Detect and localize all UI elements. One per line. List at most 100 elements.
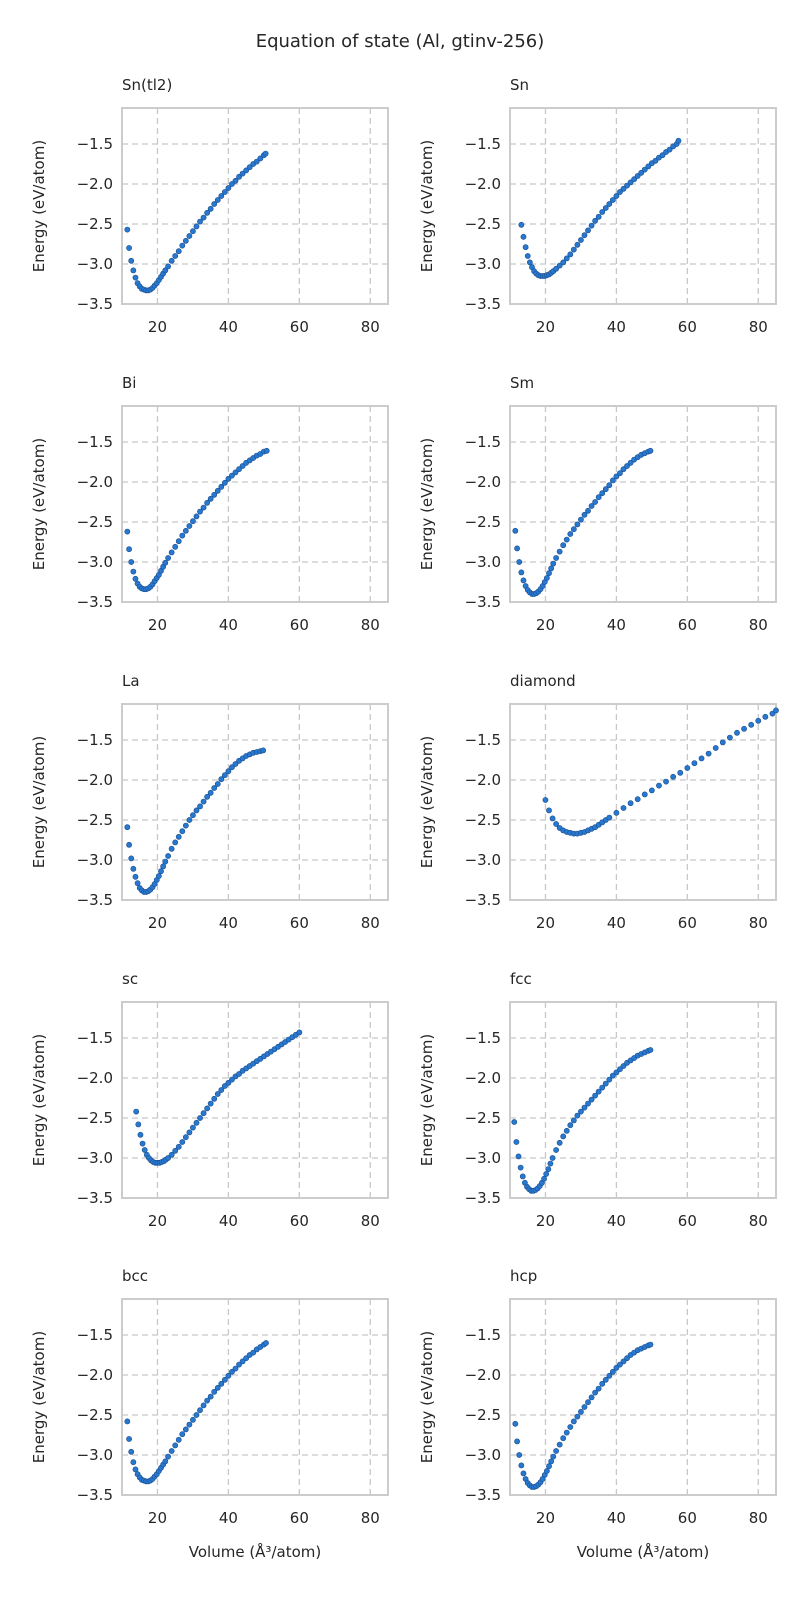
data-point — [581, 511, 588, 518]
data-point — [748, 721, 755, 728]
plot-frame — [121, 703, 389, 901]
data-point — [133, 1108, 140, 1115]
data-point — [126, 245, 132, 251]
data-point — [229, 1076, 235, 1083]
data-point — [179, 242, 186, 249]
data-point — [186, 817, 193, 823]
x-tick-label: 60 — [678, 1212, 697, 1230]
data-point — [128, 1448, 135, 1455]
data-point — [560, 259, 567, 266]
y-tick-label: −2.5 — [465, 215, 501, 233]
x-tick-label: 80 — [749, 318, 768, 336]
x-tick-label: 20 — [536, 1212, 555, 1230]
plot-frame — [509, 1001, 777, 1199]
x-tick-label: 60 — [678, 616, 697, 634]
y-tick-label: −3.0 — [465, 553, 501, 571]
subplot-title: Sn(tl2) — [122, 76, 172, 94]
data-point — [214, 1384, 221, 1391]
x-tick-label: 60 — [678, 914, 697, 932]
data-point — [595, 1088, 602, 1095]
data-point — [592, 217, 599, 224]
data-point — [197, 508, 203, 515]
data-point — [599, 490, 606, 497]
data-point — [609, 1368, 616, 1375]
data-point — [172, 1442, 179, 1449]
data-point — [179, 1139, 186, 1145]
y-tick-label: −2.0 — [77, 1366, 113, 1384]
subplot-la: La 20 40 60 80 −1.5 −2.0 −2.5 −3.0 −3.5 Energy (eV… — [30, 672, 389, 932]
data-point — [232, 177, 239, 184]
data-point — [162, 858, 169, 865]
x-tick-label: 40 — [607, 914, 626, 932]
data-point — [570, 246, 577, 253]
data-point — [620, 805, 627, 811]
data-point — [516, 1452, 523, 1458]
data-point — [207, 789, 214, 796]
y-axis-label: Energy (eV/atom) — [30, 736, 48, 868]
data-point — [130, 568, 137, 575]
subplot-fcc: fcc 20 40 60 80 −1.5 −2.0 −2.5 −3.0 −3.5 Energy (e… — [418, 970, 777, 1230]
data-point — [613, 473, 620, 480]
x-tick-label: 80 — [749, 914, 768, 932]
data-points — [133, 1029, 303, 1166]
y-tick-label: −2.0 — [77, 175, 113, 193]
data-point — [172, 253, 179, 259]
data-point — [556, 1139, 563, 1146]
data-point — [570, 1117, 577, 1124]
data-point — [631, 176, 638, 183]
x-tick-label: 20 — [148, 1509, 167, 1527]
data-point — [168, 257, 175, 264]
data-point — [567, 531, 574, 537]
x-tick-label: 20 — [536, 318, 555, 336]
data-point — [218, 1380, 225, 1387]
data-point — [698, 755, 705, 762]
data-point — [641, 791, 648, 798]
data-point — [556, 548, 563, 555]
data-point — [225, 185, 232, 191]
y-tick-label: −2.5 — [77, 215, 113, 233]
data-point — [211, 1095, 218, 1102]
y-tick-label: −2.0 — [465, 1069, 501, 1087]
x-axis-label: Volume (Å³/atom) — [577, 1542, 709, 1561]
data-point — [225, 768, 232, 775]
y-axis-label: Energy (eV/atom) — [418, 140, 436, 272]
x-tick-label: 60 — [678, 318, 697, 336]
data-points — [518, 137, 682, 279]
data-point — [648, 787, 655, 794]
data-point — [243, 167, 250, 174]
data-point — [130, 1459, 137, 1466]
data-point — [620, 1063, 627, 1069]
data-point — [135, 1121, 142, 1128]
data-point — [734, 729, 740, 736]
data-point — [253, 158, 260, 165]
subplot-title: La — [122, 672, 140, 690]
data-point — [602, 486, 609, 493]
data-point — [514, 545, 520, 552]
data-point — [126, 841, 132, 848]
data-point — [543, 1468, 550, 1474]
data-point — [126, 1436, 132, 1442]
y-axis-label: Energy (eV/atom) — [30, 1034, 48, 1166]
data-point — [585, 507, 591, 514]
data-point — [193, 513, 200, 520]
data-point — [684, 765, 691, 771]
data-point — [186, 1129, 193, 1136]
data-point — [595, 494, 602, 501]
plot-frame — [121, 1001, 389, 1199]
x-tick-label: 40 — [607, 1509, 626, 1527]
data-point — [550, 1453, 557, 1460]
data-point — [162, 559, 169, 566]
y-tick-label: −2.5 — [77, 811, 113, 829]
data-point — [239, 170, 246, 177]
plot-frame — [509, 107, 777, 305]
data-point — [193, 1412, 200, 1418]
data-point — [172, 543, 179, 550]
data-point — [548, 565, 555, 572]
data-point — [200, 1402, 207, 1409]
y-tick-label: −3.0 — [465, 1446, 501, 1464]
x-tick-label: 40 — [607, 318, 626, 336]
data-point — [647, 447, 654, 454]
data-point — [518, 569, 525, 576]
data-point — [204, 1105, 211, 1112]
